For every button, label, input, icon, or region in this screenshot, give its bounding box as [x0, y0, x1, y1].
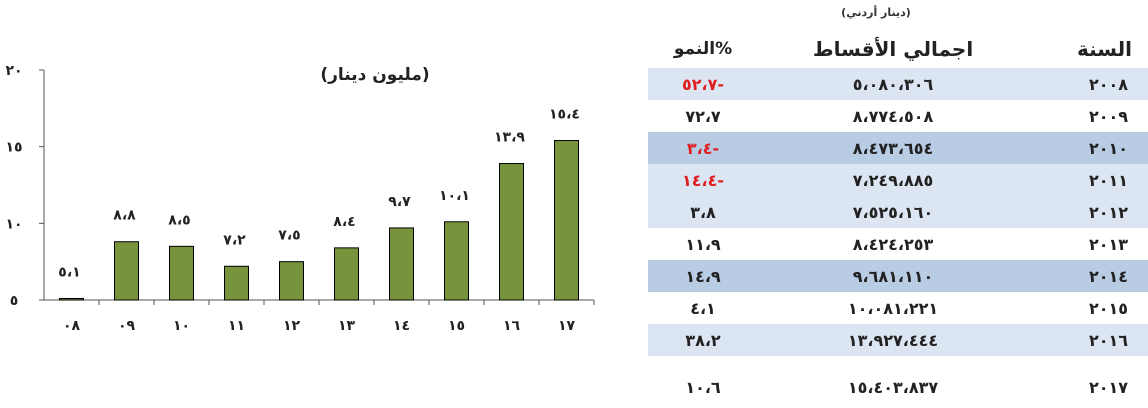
total-premiums-cell: ٨،٤٢٤،٢٥٣: [852, 234, 934, 254]
x-tick-label: ٠٨: [63, 318, 81, 334]
y-tick-label: ٢٠: [5, 63, 22, 79]
x-tick-label: ١٦: [503, 318, 521, 334]
year-cell: ٢٠١٢: [1088, 202, 1128, 222]
year-cell: ٢٠١٤: [1088, 266, 1128, 286]
total-premiums-cell: ٧،٢٤٩،٨٨٥: [852, 170, 934, 190]
bar-value-label: ٧،٢: [223, 232, 246, 248]
total-premiums-cell: ٥،٠٨٠،٣٠٦: [852, 74, 934, 94]
year-cell: ٢٠١٠: [1088, 138, 1128, 158]
table-row: ٣٨،٢ ١٣،٩٢٧،٤٤٤ ٢٠١٦: [648, 324, 1148, 356]
year-cell: ٢٠١١: [1088, 170, 1128, 190]
x-tick-label: ١٤: [393, 318, 410, 334]
table-row: ١٤،٤- ٧،٢٤٩،٨٨٥ ٢٠١١: [648, 164, 1148, 196]
table-header: النمو% اجمالي الأقساط السنة: [648, 30, 1148, 68]
bar: [169, 245, 194, 301]
table-row: ١٤،٩ ٩،٦٨١،١١٠ ٢٠١٤: [648, 260, 1148, 292]
bar: [444, 221, 469, 301]
bar-value-label: ٧،٥: [278, 228, 300, 244]
header-total-premiums: اجمالي الأقساط: [812, 37, 974, 61]
year-cell: ٢٠١٥: [1088, 298, 1128, 318]
bar-value-label: ١٥،٤: [549, 107, 580, 123]
bar-value-label: ١٠،١: [439, 188, 470, 204]
bar: [499, 163, 524, 301]
year-cell: ٢٠٠٩: [1088, 106, 1128, 126]
premiums-bar-chart: ٥،١ ٨،٨ ٨،٥ ٧،٢ ٧،٥ ٨،٤ ٩،٧ ١٠،١ ١٣،٩ ١٥،٤ ٥ ١٠ ١٥ ٢…: [5, 63, 595, 334]
bar-value-label: ٨،٥: [168, 212, 190, 228]
growth-cell: ٣٨،٢: [685, 330, 721, 350]
y-tick-label: ١٠: [5, 216, 22, 232]
x-tick-label: ٠٩: [118, 318, 136, 334]
bar: [224, 265, 249, 301]
total-premiums-cell: ١٣،٩٢٧،٤٤٤: [847, 330, 939, 350]
table-row: ٣،٤- ٨،٤٧٣،٦٥٤ ٢٠١٠: [648, 132, 1148, 164]
table-row: ١٠،٦ ١٥،٤٠٣،٨٣٧ ٢٠١٧: [648, 366, 1148, 408]
x-tick-label: ١٧: [558, 318, 576, 334]
growth-cell: ٥٢،٧-: [681, 74, 724, 94]
growth-cell: ٣،٨: [690, 202, 716, 222]
year-cell: ٢٠٠٨: [1088, 74, 1128, 94]
y-tick-label: ٥: [10, 293, 19, 309]
x-tick-label: ١٢: [283, 318, 301, 334]
x-tick-label: ١٠: [173, 318, 190, 334]
currency-unit-note: (دينار أردني): [841, 6, 911, 19]
growth-cell: ٤،١: [690, 298, 716, 318]
total-premiums-cell: ٨،٧٧٤،٥٠٨: [852, 106, 934, 126]
total-premiums-cell: ١٥،٤٠٣،٨٣٧: [847, 377, 939, 397]
total-premiums-cell: ٨،٤٧٣،٦٥٤: [852, 138, 934, 158]
header-year: السنة: [1076, 37, 1132, 61]
y-tick-label: ١٥: [5, 140, 22, 156]
bar-value-label: ٩،٧: [388, 194, 411, 210]
growth-cell: ١٠،٦: [685, 377, 721, 397]
bar: [114, 241, 139, 301]
growth-cell: ١١،٩: [685, 234, 721, 254]
x-tick-label: ١١: [228, 318, 245, 334]
total-premiums-cell: ٩،٦٨١،١١٠: [852, 266, 934, 286]
year-cell: ٢٠١٧: [1088, 377, 1128, 397]
total-premiums-cell: ١٠،٠٨١،٢٢١: [847, 298, 939, 318]
premiums-table: (دينار أردني) النمو% اجمالي الأقساط السن…: [648, 0, 1148, 408]
bar: [334, 247, 359, 301]
bar: [554, 140, 579, 301]
year-cell: ٢٠١٦: [1088, 330, 1128, 350]
growth-cell: ٧٢،٧: [685, 106, 721, 126]
bar-chart-svg: ٥،١ ٨،٨ ٨،٥ ٧،٢ ٧،٥ ٨،٤ ٩،٧ ١٠،١ ١٣،٩ ١٥،٤ ٥ ١٠ ١٥ ٢…: [5, 63, 595, 334]
table-row: ٧٢،٧ ٨،٧٧٤،٥٠٨ ٢٠٠٩: [648, 100, 1148, 132]
bar-value-label: ٥،١: [58, 264, 80, 280]
growth-cell: ١٤،٩: [685, 266, 721, 286]
growth-cell: ٣،٤-: [686, 138, 720, 158]
table-row: ١١،٩ ٨،٤٢٤،٢٥٣ ٢٠١٣: [648, 228, 1148, 260]
table-row: ٤،١ ١٠،٠٨١،٢٢١ ٢٠١٥: [648, 292, 1148, 324]
bar-value-label: ١٣،٩: [494, 130, 525, 146]
x-tick-label: ١٥: [448, 318, 465, 334]
table-row: ٥٢،٧- ٥،٠٨٠،٣٠٦ ٢٠٠٨: [648, 68, 1148, 100]
total-premiums-cell: ٧،٥٢٥،١٦٠: [852, 202, 934, 222]
bar: [59, 297, 84, 301]
table-body: ٥٢،٧- ٥،٠٨٠،٣٠٦ ٢٠٠٨ ٧٢،٧ ٨،٧٧٤،٥٠٨ ٢٠٠٩ ٣،٤- ٨…: [648, 68, 1148, 408]
bar: [389, 227, 414, 301]
bar: [279, 261, 304, 301]
bar-value-label: ٨،٨: [113, 208, 136, 224]
growth-cell: ١٤،٤-: [681, 170, 724, 190]
x-tick-label: ١٣: [338, 318, 356, 334]
header-growth: النمو%: [673, 39, 733, 59]
chart-title: (مليون دينار): [320, 65, 429, 85]
bar-value-label: ٨،٤: [333, 214, 355, 230]
year-cell: ٢٠١٣: [1088, 234, 1128, 254]
table-row: ٣،٨ ٧،٥٢٥،١٦٠ ٢٠١٢: [648, 196, 1148, 228]
